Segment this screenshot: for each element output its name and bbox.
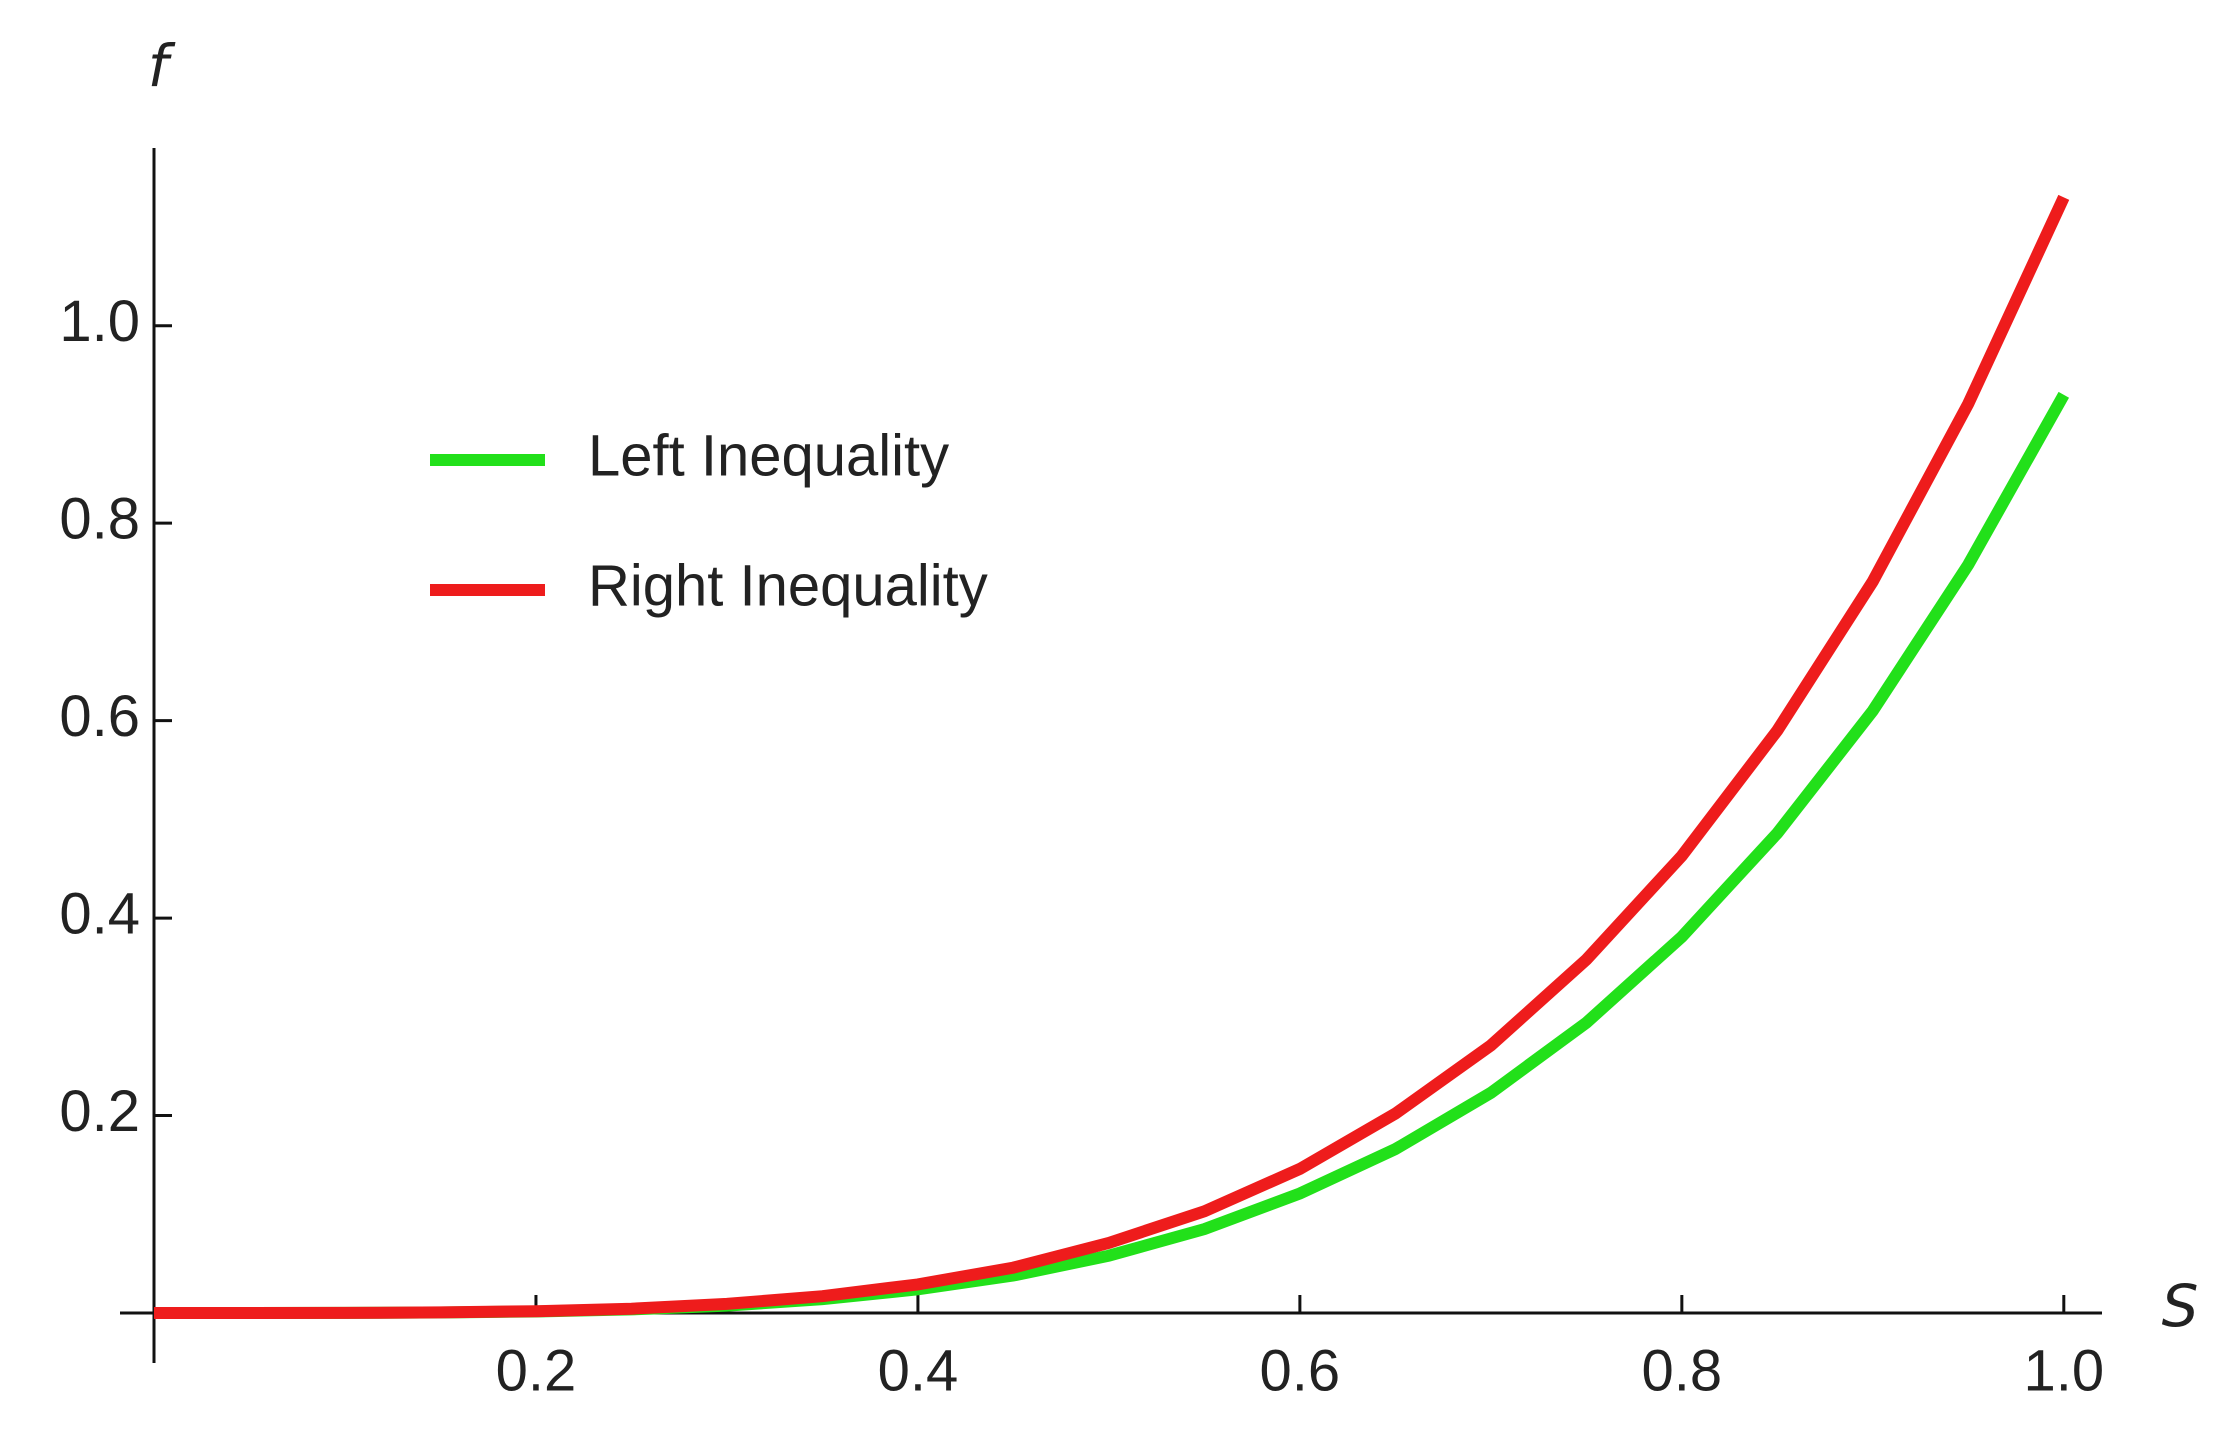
series-line — [154, 194, 2070, 1319]
x-tick-label: 0.8 — [1642, 1338, 1723, 1403]
y-tick-label: 0.6 — [59, 684, 140, 749]
x-tick-label: 1.0 — [2023, 1338, 2104, 1403]
x-axis-label: S — [2162, 1272, 2199, 1340]
x-tick-label: 0.2 — [496, 1338, 577, 1403]
y-axis-label: f — [148, 32, 176, 100]
legend-label: Left Inequality — [588, 423, 949, 488]
x-tick-label: 0.4 — [878, 1338, 959, 1403]
x-tick-label: 0.6 — [1260, 1338, 1341, 1403]
series-line — [154, 391, 2070, 1319]
y-tick-label: 0.4 — [59, 881, 140, 946]
y-tick-label: 0.2 — [59, 1079, 140, 1144]
y-tick-label: 0.8 — [59, 486, 140, 551]
legend-label: Right Inequality — [588, 553, 988, 618]
y-tick-label: 1.0 — [59, 289, 140, 354]
